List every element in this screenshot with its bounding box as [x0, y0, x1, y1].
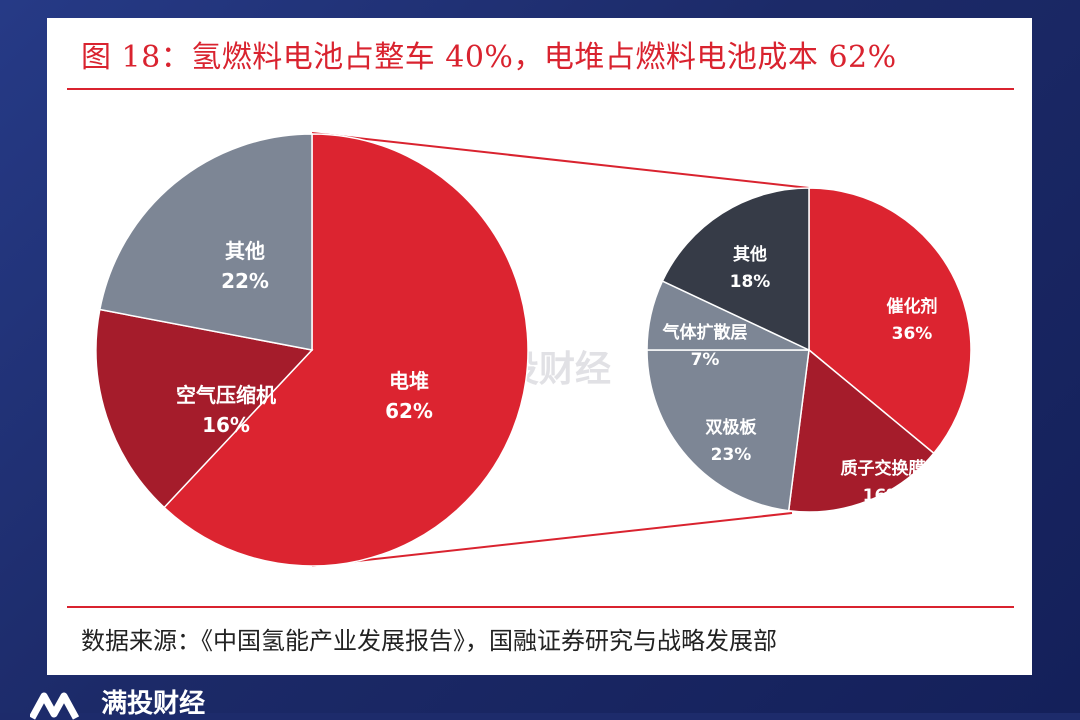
- brand-footer: 满投财经: [30, 683, 205, 720]
- close-x-icon: ✕: [985, 618, 1039, 692]
- pie1-slice-value-2: 22%: [221, 269, 269, 293]
- pie2-slice-label-0: 催化剂: [887, 296, 938, 317]
- pie2-slice-value-2: 23%: [711, 445, 752, 465]
- pie-charts: 电堆 62% 空气压缩机 16% 其他 22% 催化剂 36% 质子交换膜 16% 双极板 23% 气…: [95, 132, 972, 567]
- title-rule: [67, 88, 1014, 90]
- pie1-slice-1: [95, 308, 314, 509]
- pie1-slice-0: [163, 133, 529, 567]
- pie1-slice-label-1: 空气压缩机: [176, 383, 276, 407]
- pie1-slice-2: [98, 133, 313, 351]
- pie2-slice-0: [808, 187, 972, 455]
- pie1-slice-label-0: 电堆: [389, 369, 429, 393]
- source-rule: [67, 606, 1014, 608]
- pie2-slice-1: [787, 348, 935, 513]
- source-note: 数据来源：《中国氢能产业发展报告》，国融证券研究与战略发展部: [81, 627, 777, 655]
- pie2-slice-value-3: 7%: [691, 350, 720, 370]
- pie1-slice-value-0: 62%: [385, 399, 433, 423]
- pie2-slice-value-0: 36%: [892, 324, 933, 344]
- connector-line-0: [311, 132, 810, 189]
- pie2-slice-4: [661, 187, 810, 352]
- pie2-slice-label-2: 双极板: [706, 417, 758, 438]
- pie1-slice-value-1: 16%: [202, 413, 250, 437]
- pie2-slice-2: [646, 349, 810, 512]
- pie2-slice-value-4: 18%: [730, 272, 771, 292]
- pie2-slice-label-4: 其他: [733, 244, 767, 265]
- brand-name: 满投财经: [101, 689, 206, 719]
- connector-line-1: [311, 512, 793, 567]
- figure-title: 图 18：氢燃料电池占整车 40%，电堆占燃料电池成本 62%: [81, 40, 897, 75]
- figure-card: 图 18：氢燃料电池占整车 40%，电堆占燃料电池成本 62% 满投财经 电堆 6…: [47, 18, 1032, 675]
- pie2-slice-label-3: 气体扩散层: [662, 322, 748, 343]
- pie1-slice-label-2: 其他: [225, 239, 265, 263]
- brand-logo-icon: [30, 692, 80, 720]
- pie2-slice-label-1: 质子交换膜: [841, 458, 926, 479]
- pie2-slice-value-1: 16%: [863, 486, 904, 506]
